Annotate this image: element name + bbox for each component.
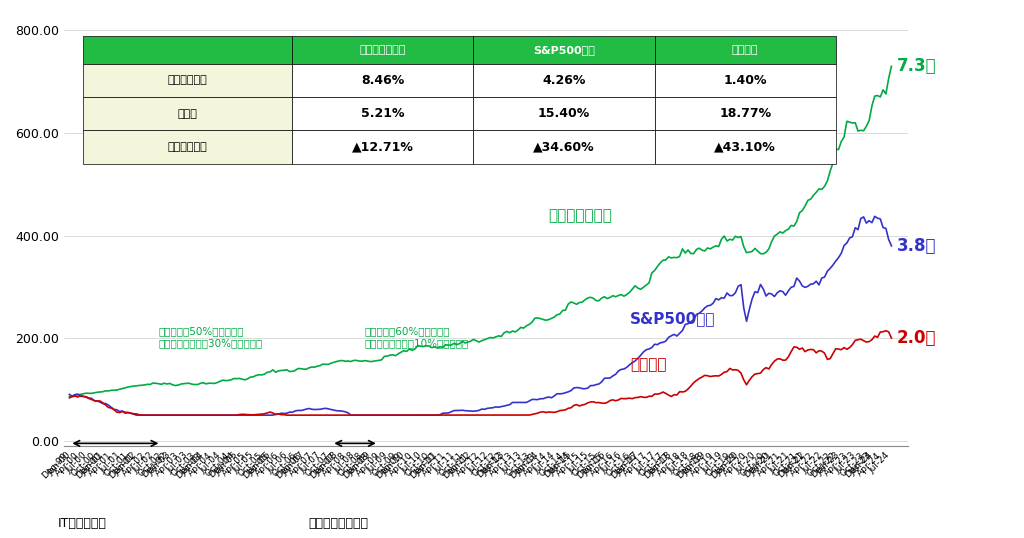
FancyBboxPatch shape [473, 130, 654, 164]
FancyBboxPatch shape [83, 97, 293, 130]
Text: 日経平均: 日経平均 [732, 45, 759, 55]
Text: 1.40%: 1.40% [723, 74, 767, 87]
FancyBboxPatch shape [654, 63, 836, 97]
FancyBboxPatch shape [293, 130, 473, 164]
Text: ヘッジファンド: ヘッジファンド [548, 208, 611, 223]
FancyBboxPatch shape [293, 36, 473, 63]
Text: ▲34.60%: ▲34.60% [534, 140, 595, 154]
Text: 15.40%: 15.40% [538, 107, 590, 121]
Text: 8.46%: 8.46% [361, 74, 404, 87]
FancyBboxPatch shape [83, 36, 293, 63]
Text: リーマンショック: リーマンショック [308, 517, 368, 530]
Text: 3.8倍: 3.8倍 [897, 237, 937, 255]
FancyBboxPatch shape [293, 97, 473, 130]
FancyBboxPatch shape [473, 97, 654, 130]
Text: ヘッジファンド: ヘッジファンド [359, 45, 407, 55]
FancyBboxPatch shape [293, 63, 473, 97]
Text: 年間最大損失: 年間最大損失 [168, 142, 208, 152]
Text: 18.77%: 18.77% [719, 107, 771, 121]
Text: 4.26%: 4.26% [543, 74, 586, 87]
FancyBboxPatch shape [473, 63, 654, 97]
FancyBboxPatch shape [83, 63, 293, 97]
Text: S&P500指数: S&P500指数 [534, 45, 595, 55]
Text: S&P500指数: S&P500指数 [631, 311, 716, 326]
FancyBboxPatch shape [654, 97, 836, 130]
Text: 2.0倍: 2.0倍 [897, 329, 937, 347]
Text: リスク: リスク [178, 109, 198, 119]
Text: 指数が最大50%超下落の中
ヘッジファンドは30%のリターン: 指数が最大50%超下落の中 ヘッジファンドは30%のリターン [159, 326, 263, 348]
Text: ▲43.10%: ▲43.10% [715, 140, 776, 154]
FancyBboxPatch shape [473, 36, 654, 63]
FancyBboxPatch shape [654, 130, 836, 164]
Text: 7.3倍: 7.3倍 [897, 58, 937, 75]
Text: 年率リターン: 年率リターン [168, 75, 208, 86]
Text: 指数が最大60%超下落の中
ヘッジファンドは10%のリターン: 指数が最大60%超下落の中 ヘッジファンドは10%のリターン [365, 326, 469, 348]
FancyBboxPatch shape [654, 36, 836, 63]
Text: 5.21%: 5.21% [361, 107, 404, 121]
Text: ITバブル崩壊: ITバブル崩壊 [57, 517, 106, 530]
Text: ▲12.71%: ▲12.71% [352, 140, 414, 154]
Text: 日経平均: 日経平均 [631, 357, 667, 372]
FancyBboxPatch shape [83, 130, 293, 164]
